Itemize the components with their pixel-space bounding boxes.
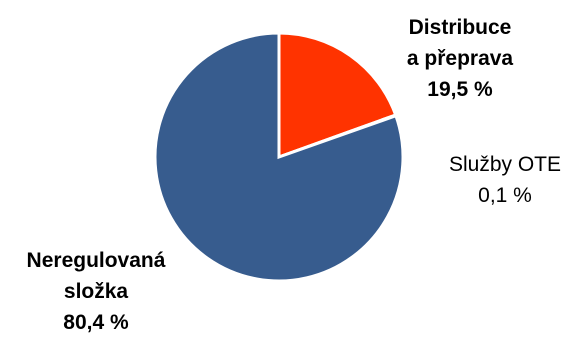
pie-name-label-neregulovana: složka [64, 280, 129, 303]
pie-slices [153, 31, 405, 283]
pie-name-label-distribuce: Distribuce [409, 16, 512, 39]
pie-slice-neregulovana [153, 31, 405, 283]
pie-labels: Distribuce a přeprava 19,5 % Služby OTE 0,1 … [27, 16, 561, 334]
pie-value-label-neregulovana: 80,4 % [63, 311, 129, 334]
pie-label-neregulovana: Neregulovaná složka 80,4 % [27, 249, 166, 334]
pie-label-ote: Služby OTE 0,1 % [449, 153, 561, 207]
pie-name-label-distribuce: a přeprava [407, 47, 514, 70]
pie-value-label-distribuce: 19,5 % [427, 78, 493, 101]
pie-label-distribuce: Distribuce a přeprava 19,5 % [407, 16, 514, 101]
pie-value-label-ote: 0,1 % [478, 184, 532, 207]
pie-slice-distribuce [277, 31, 398, 160]
pie-name-label-neregulovana: Neregulovaná [27, 249, 166, 272]
pie-name-label-ote: Služby OTE [449, 153, 561, 176]
